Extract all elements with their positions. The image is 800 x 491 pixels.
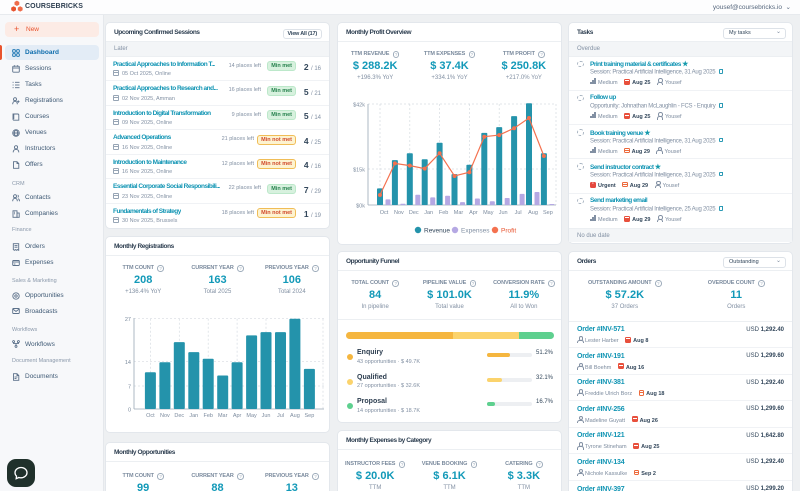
svg-text:7: 7 [128,385,131,391]
svg-text:Aug: Aug [528,210,538,216]
svg-text:14: 14 [125,360,131,366]
svg-text:$42k: $42k [353,103,365,109]
svg-text:May: May [483,210,494,216]
svg-text:$0k: $0k [356,204,365,210]
svg-text:Jan: Jan [189,413,198,419]
svg-text:Revenue: Revenue [424,228,450,235]
svg-text:Feb: Feb [439,210,448,216]
svg-text:Mar: Mar [454,210,464,216]
svg-text:Aug: Aug [290,413,300,419]
svg-text:Jan: Jan [424,210,433,216]
svg-text:Jun: Jun [499,210,508,216]
svg-text:Nov: Nov [160,413,170,419]
svg-text:Oct: Oct [146,413,155,419]
svg-text:Sep: Sep [305,413,315,419]
svg-text:Oct: Oct [380,210,389,216]
svg-text:Sep: Sep [543,210,553,216]
svg-text:May: May [246,413,257,419]
svg-text:Jun: Jun [262,413,271,419]
svg-text:27: 27 [125,317,131,323]
svg-text:Expenses: Expenses [461,228,490,235]
svg-text:Nov: Nov [394,210,404,216]
svg-text:0: 0 [128,408,131,414]
svg-text:Profit: Profit [501,228,516,235]
svg-text:Dec: Dec [409,210,419,216]
svg-text:Jul: Jul [277,413,284,419]
svg-text:Apr: Apr [469,210,478,216]
svg-text:Feb: Feb [203,413,212,419]
svg-text:$15k: $15k [353,168,365,174]
svg-text:Apr: Apr [233,413,242,419]
svg-text:Dec: Dec [174,413,184,419]
svg-text:Mar: Mar [218,413,228,419]
svg-text:Jul: Jul [515,210,522,216]
